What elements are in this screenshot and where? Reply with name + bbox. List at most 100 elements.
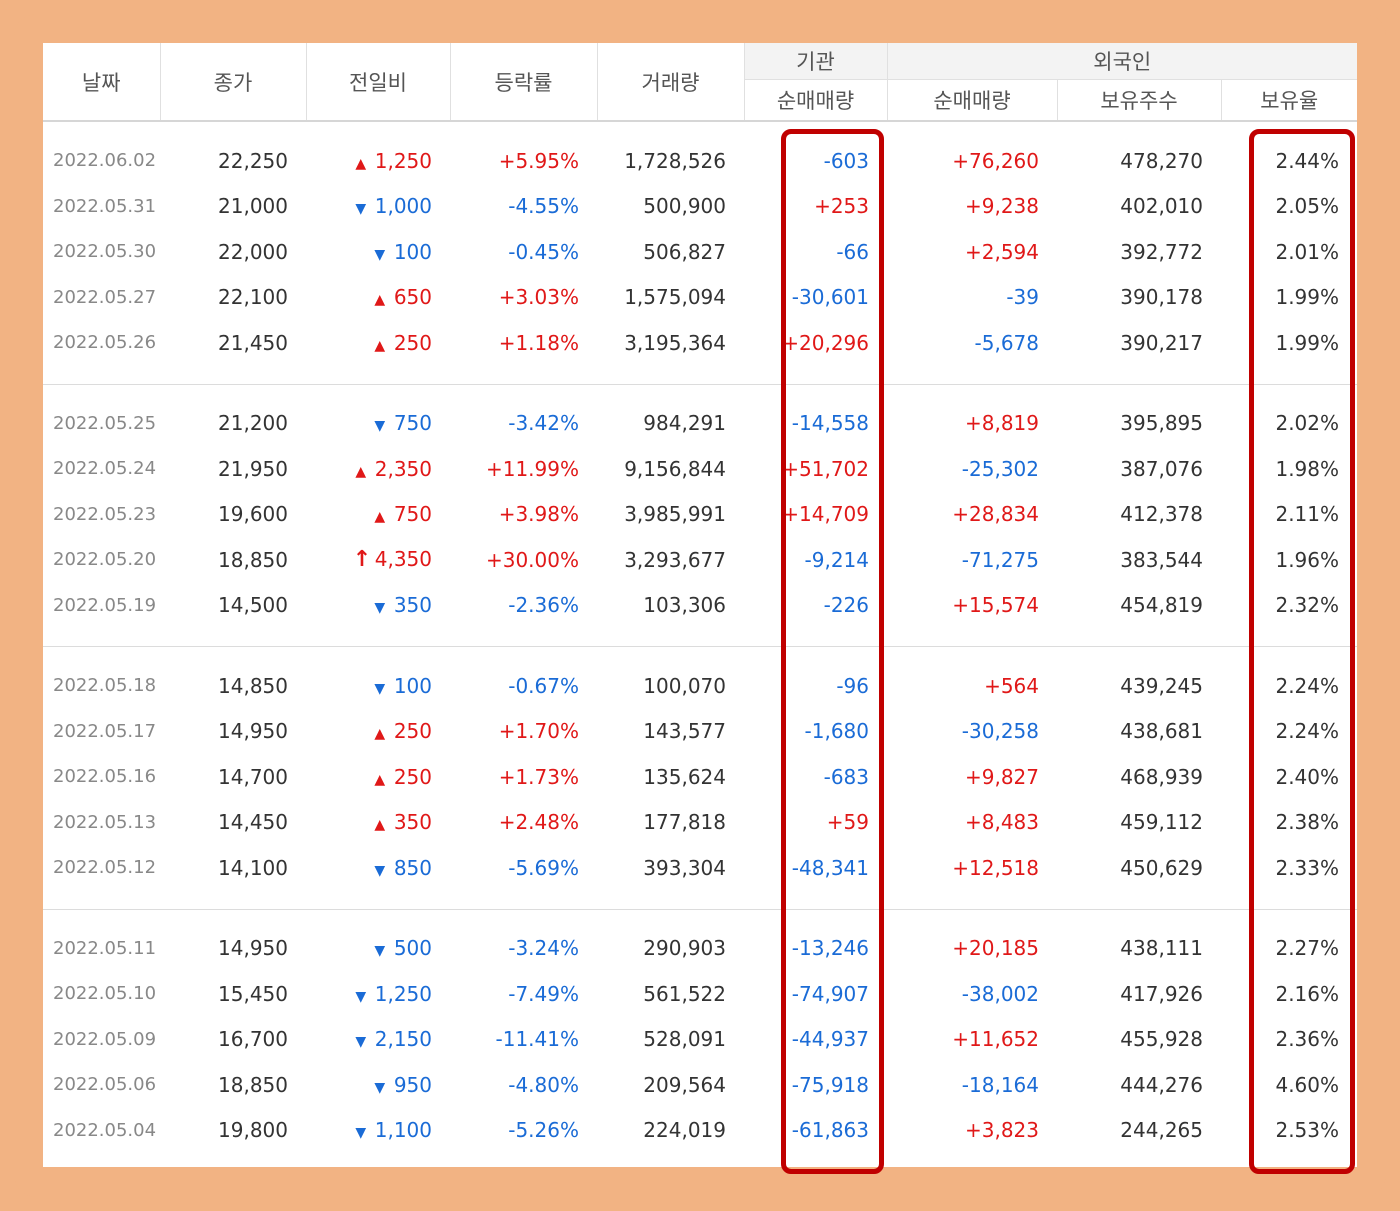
change-value: 950 (393, 1072, 432, 1097)
change-value: 1,250 (374, 981, 432, 1006)
cell-foreign-net: -38,002 (961, 981, 1039, 1006)
change-value: 250 (393, 719, 432, 744)
cell-volume: 209,564 (643, 1072, 726, 1097)
cell-foreign-holdings: 439,245 (1120, 673, 1203, 698)
cell-volume: 1,728,526 (624, 148, 726, 173)
table-row: 2022.05.06 18,850 ▼ 950 -4.80% 209,564 -75,918… (43, 1062, 1357, 1108)
cell-change: ▲ 250 (306, 754, 450, 800)
cell-date: 2022.05.10 (53, 983, 157, 1005)
cell-foreign-holdings: 244,265 (1120, 1118, 1203, 1143)
cell-foreign-holdings: 455,928 (1120, 1027, 1203, 1052)
cell-foreign-ratio: 2.38% (1275, 810, 1340, 835)
cell-volume: 506,827 (643, 239, 726, 264)
cell-inst-net: +51,702 (782, 456, 869, 481)
change-value: 500 (393, 936, 432, 961)
cell-volume: 561,522 (643, 981, 726, 1006)
cell-foreign-ratio: 1.99% (1275, 330, 1340, 355)
table-row: 2022.05.25 21,200 ▼ 750 -3.42% 984,291 -14,558… (43, 401, 1357, 447)
cell-date: 2022.05.26 (53, 332, 157, 354)
group-divider (43, 908, 1357, 910)
cell-date: 2022.05.25 (53, 412, 157, 434)
limit-up-arrow-icon: ↑ (352, 547, 372, 573)
header-foreign: 외국인 (886, 43, 1357, 80)
down-triangle-icon: ▼ (374, 862, 386, 879)
cell-foreign-net: +15,574 (952, 593, 1039, 618)
cell-foreign-holdings: 459,112 (1120, 810, 1203, 835)
table-row: 2022.05.13 14,450 ▲ 350 +2.48% 177,818 +59 +8,4… (43, 800, 1357, 846)
cell-foreign-net: +3,823 (964, 1118, 1039, 1143)
cell-foreign-net: +9,238 (964, 194, 1039, 219)
cell-volume: 100,070 (643, 673, 726, 698)
cell-close: 14,100 (218, 855, 288, 880)
cell-foreign-holdings: 412,378 (1120, 502, 1203, 527)
change-value: 100 (393, 239, 432, 264)
cell-close: 15,450 (218, 981, 288, 1006)
up-triangle-icon: ▲ (374, 337, 386, 354)
cell-volume: 393,304 (643, 855, 726, 880)
cell-inst-net: +253 (814, 194, 869, 219)
cell-rate: -3.42% (508, 411, 579, 436)
cell-rate: +2.48% (498, 810, 579, 835)
cell-volume: 290,903 (643, 936, 726, 961)
change-value: 1,000 (374, 194, 432, 219)
cell-inst-net: +59 (826, 810, 869, 835)
header-date: 날짜 (43, 43, 160, 121)
cell-close: 18,850 (218, 547, 288, 572)
table-row: 2022.05.24 21,950 ▲ 2,350 +11.99% 9,156,844 +5… (43, 446, 1357, 492)
cell-foreign-ratio: 2.24% (1275, 673, 1340, 698)
cell-rate: +1.73% (498, 764, 579, 789)
cell-foreign-holdings: 444,276 (1120, 1072, 1203, 1097)
cell-inst-net: -96 (836, 673, 869, 698)
header-inst-net: 순매매량 (743, 79, 887, 121)
cell-date: 2022.05.09 (53, 1028, 157, 1050)
table-row: 2022.05.16 14,700 ▲ 250 +1.73% 135,624 -683 +9,… (43, 754, 1357, 800)
cell-foreign-ratio: 4.60% (1275, 1072, 1340, 1097)
cell-date: 2022.05.13 (53, 811, 157, 833)
cell-foreign-ratio: 2.33% (1275, 855, 1340, 880)
table-row: 2022.05.26 21,450 ▲ 250 +1.18% 3,195,364 +20,2… (43, 320, 1357, 366)
cell-volume: 1,575,094 (624, 285, 726, 310)
up-triangle-icon: ▲ (355, 463, 367, 480)
cell-foreign-ratio: 1.99% (1275, 285, 1340, 310)
header-volume: 거래량 (596, 43, 744, 121)
cell-foreign-holdings: 392,772 (1120, 239, 1203, 264)
cell-date: 2022.05.16 (53, 766, 157, 788)
change-value: 250 (393, 764, 432, 789)
change-value: 750 (393, 411, 432, 436)
table-row: 2022.05.19 14,500 ▼ 350 -2.36% 103,306 -226 +15… (43, 583, 1357, 629)
cell-date: 2022.05.24 (53, 458, 157, 480)
cell-inst-net: -61,863 (791, 1118, 869, 1143)
cell-foreign-net: -39 (1006, 285, 1039, 310)
cell-close: 18,850 (218, 1072, 288, 1097)
cell-close: 19,600 (218, 502, 288, 527)
header-foreign-ratio: 보유율 (1220, 79, 1357, 121)
table-row: 2022.05.31 21,000 ▼ 1,000 -4.55% 500,900 +253 +… (43, 184, 1357, 230)
cell-foreign-ratio: 2.02% (1275, 411, 1340, 436)
cell-close: 14,700 (218, 764, 288, 789)
investor-trading-table: 날짜 종가 전일비 등락률 거래량 기관 외국인 순매매량 순매매량 보유주수 … (43, 43, 1357, 1167)
cell-rate: -4.80% (508, 1072, 579, 1097)
cell-rate: +1.70% (498, 719, 579, 744)
cell-close: 16,700 (218, 1027, 288, 1052)
cell-rate: +30.00% (485, 547, 579, 572)
change-value: 650 (393, 285, 432, 310)
cell-inst-net: -603 (823, 148, 869, 173)
cell-close: 21,950 (218, 456, 288, 481)
cell-date: 2022.05.30 (53, 241, 157, 263)
cell-foreign-ratio: 2.16% (1275, 981, 1340, 1006)
header-close: 종가 (159, 43, 306, 121)
cell-foreign-net: -5,678 (974, 330, 1039, 355)
up-triangle-icon: ▲ (374, 817, 386, 834)
cell-foreign-ratio: 2.24% (1275, 719, 1340, 744)
cell-rate: -0.45% (508, 239, 579, 264)
cell-foreign-holdings: 478,270 (1120, 148, 1203, 173)
cell-close: 14,850 (218, 673, 288, 698)
cell-change: ▼ 500 (306, 926, 450, 972)
cell-foreign-net: -71,275 (961, 547, 1039, 572)
cell-volume: 224,019 (643, 1118, 726, 1143)
cell-date: 2022.05.04 (53, 1119, 157, 1141)
up-triangle-icon: ▲ (374, 726, 386, 743)
cell-date: 2022.05.18 (53, 675, 157, 697)
cell-volume: 143,577 (643, 719, 726, 744)
cell-foreign-ratio: 2.32% (1275, 593, 1340, 618)
